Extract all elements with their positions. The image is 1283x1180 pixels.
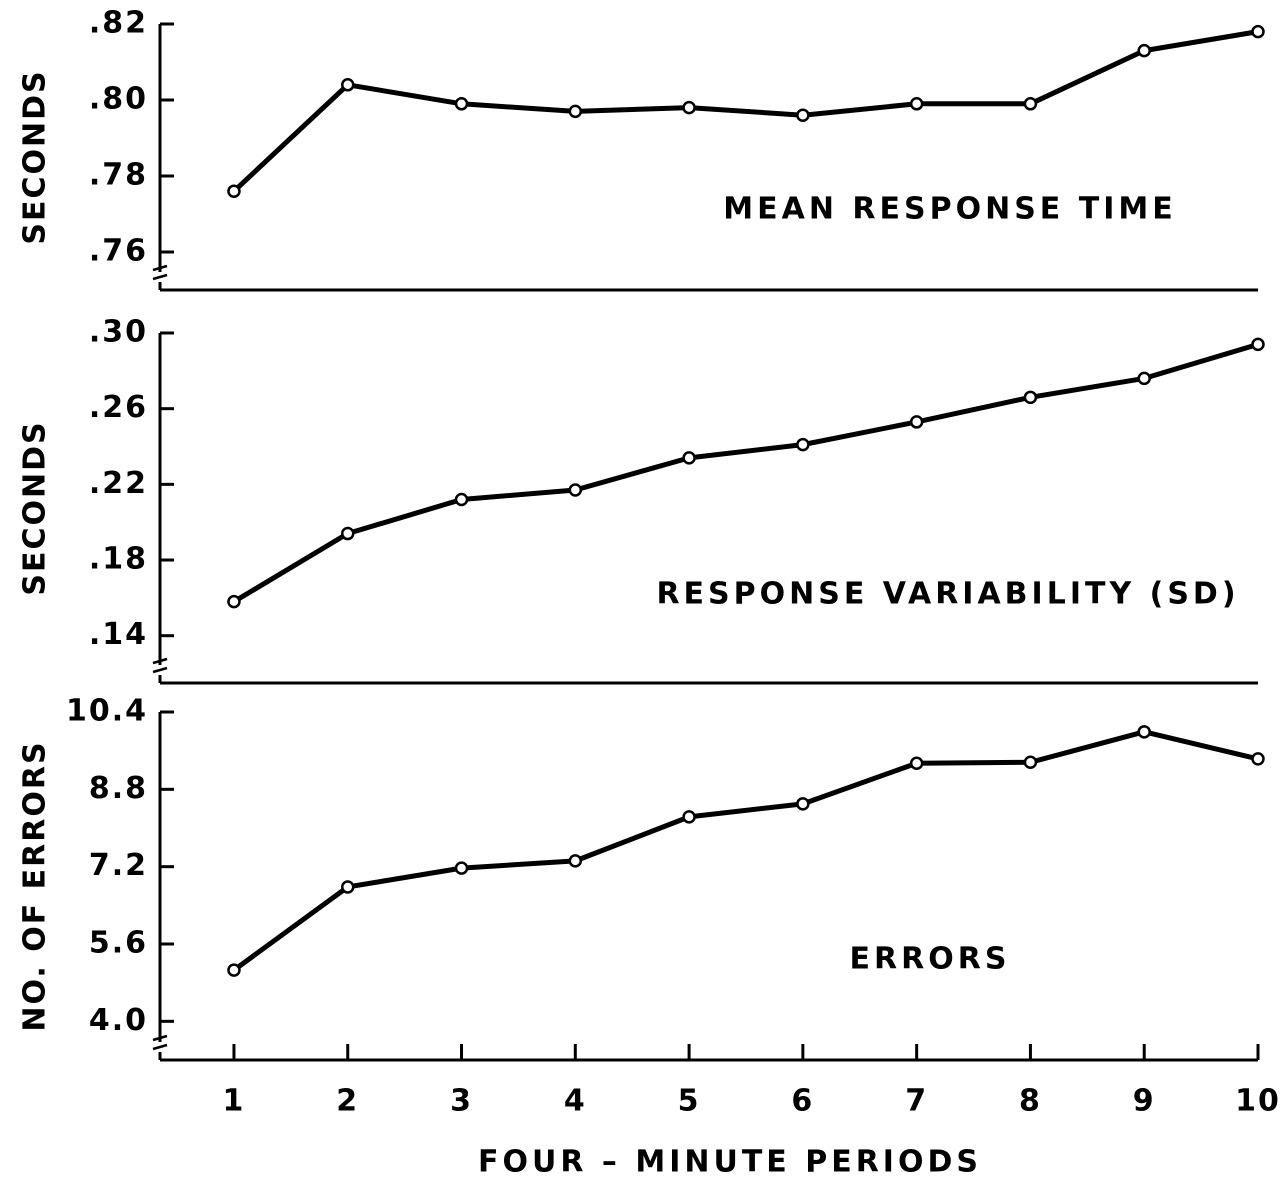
- data-point: [568, 483, 583, 497]
- data-point: [1251, 24, 1265, 39]
- x-tick-label: 6: [791, 1084, 814, 1119]
- axis-break: [152, 657, 168, 674]
- y-axis-label: NO. OF ERRORS: [18, 740, 53, 1031]
- y-tick-label: .80: [89, 82, 148, 117]
- axis-break: [152, 1034, 168, 1051]
- data-point: [340, 78, 355, 92]
- y-tick-label: 7.2: [89, 848, 148, 883]
- data-point: [909, 756, 924, 770]
- data-point: [796, 108, 810, 122]
- y-axis-label: SECONDS: [18, 69, 53, 244]
- y-tick-label: .76: [89, 234, 148, 269]
- data-point: [1023, 97, 1038, 111]
- y-tick-label: .30: [89, 315, 148, 350]
- x-tick-label: 8: [1019, 1084, 1042, 1119]
- x-tick-label: 2: [336, 1084, 359, 1119]
- y-tick-label: .26: [89, 390, 148, 425]
- y-axis-label: SECONDS: [18, 420, 53, 595]
- annotation: MEAN RESPONSE TIME: [723, 192, 1176, 227]
- data-point: [909, 415, 924, 429]
- data-point: [1137, 725, 1151, 739]
- data-line: [232, 729, 1259, 973]
- x-tick-label: 4: [564, 1084, 587, 1119]
- x-tick-label: 10: [1235, 1084, 1281, 1119]
- data-point: [227, 184, 241, 198]
- x-tick-label: 7: [905, 1084, 928, 1119]
- data-point: [340, 880, 355, 894]
- data-line: [232, 29, 1259, 194]
- x-tick-label: 9: [1133, 1084, 1156, 1119]
- y-tick-label: 4.0: [89, 1003, 148, 1038]
- data-point: [1023, 390, 1038, 405]
- data-point: [1023, 755, 1038, 770]
- data-point: [340, 526, 355, 541]
- x-tick-label: 3: [450, 1084, 473, 1119]
- y-tick-label: 10.4: [66, 694, 148, 729]
- y-tick-label: 5.6: [89, 926, 148, 961]
- data-point: [1137, 43, 1151, 58]
- data-point: [796, 437, 810, 452]
- data-point: [568, 854, 583, 868]
- data-point: [682, 810, 696, 824]
- annotation: ERRORS: [850, 942, 1011, 977]
- data-point: [1251, 752, 1265, 766]
- data-line: [232, 341, 1259, 604]
- data-point: [454, 492, 469, 507]
- y-tick-label: .78: [89, 158, 148, 193]
- data-point: [682, 451, 696, 465]
- x-tick-label: 5: [678, 1084, 701, 1119]
- x-axis-label: FOUR – MINUTE PERIODS: [478, 1145, 982, 1180]
- data-point: [1137, 371, 1151, 386]
- data-point: [227, 963, 241, 977]
- data-point: [568, 104, 583, 119]
- y-tick-label: .18: [89, 542, 148, 577]
- y-tick-label: .82: [89, 6, 148, 41]
- x-tick-label: 1: [223, 1084, 246, 1119]
- data-point: [909, 97, 924, 111]
- y-tick-label: 8.8: [89, 771, 148, 806]
- data-point: [1251, 337, 1265, 352]
- data-point: [682, 100, 696, 115]
- axis-break: [152, 264, 168, 281]
- y-tick-label: .22: [89, 466, 148, 501]
- data-point: [454, 97, 469, 111]
- data-point: [796, 797, 810, 811]
- data-point: [227, 594, 241, 609]
- data-point: [454, 861, 469, 875]
- annotation: RESPONSE VARIABILITY (SD): [656, 577, 1239, 612]
- y-tick-label: .14: [89, 617, 148, 652]
